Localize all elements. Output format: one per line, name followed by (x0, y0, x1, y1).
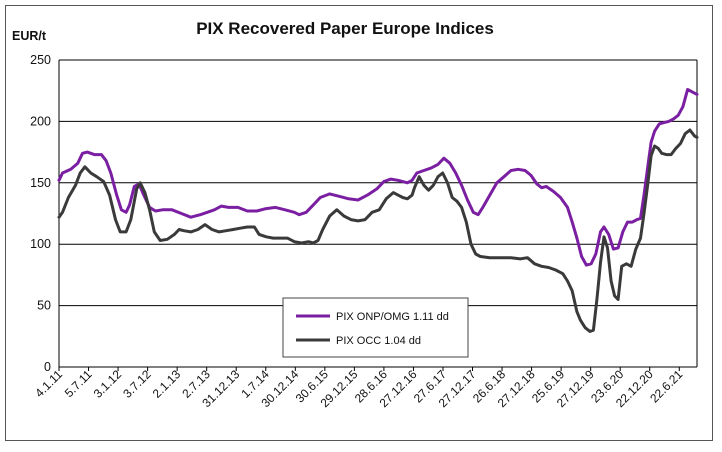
chart-frame (5, 5, 713, 441)
legend-label-occ: PIX OCC 1.04 dd (336, 335, 421, 347)
x-tick-label: 2.1.13 (150, 367, 184, 401)
x-tick-label: 3.1.12 (91, 367, 125, 401)
y-tick-label: 200 (30, 114, 51, 128)
y-tick-label: 0 (44, 360, 51, 374)
y-tick-label: 50 (37, 299, 51, 313)
y-tick-label: 150 (30, 176, 51, 190)
x-tick-label: 5.7.11 (62, 367, 95, 400)
legend-label-onp-omg: PIX ONP/OMG 1.11 dd (336, 311, 449, 323)
y-axis-unit-label: EUR/t (12, 29, 47, 43)
x-tick-label: 3.7.12 (120, 367, 154, 401)
series-line-onp-omg (57, 88, 699, 267)
legend-box (282, 297, 469, 358)
legend: PIX ONP/OMG 1.11 dd PIX OCC 1.04 dd (282, 297, 469, 358)
x-tick-label: 22.6.21 (647, 367, 685, 405)
y-tick-label: 250 (30, 53, 51, 67)
series-line-occ (57, 128, 699, 333)
chart-title: PIX Recovered Paper Europe Indices (196, 19, 494, 38)
y-tick-label: 100 (30, 237, 51, 251)
